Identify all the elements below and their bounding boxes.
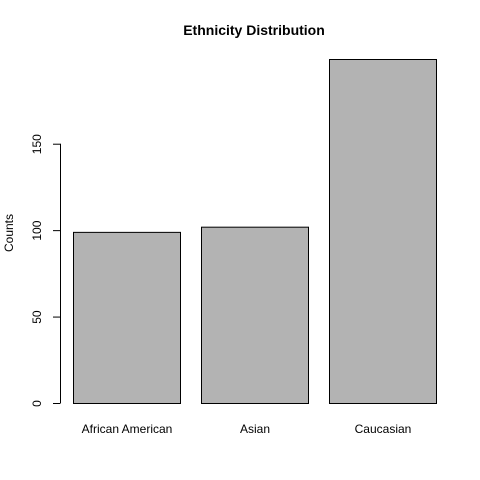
y-tick-label: 150 bbox=[30, 134, 44, 154]
y-tick-label: 50 bbox=[30, 310, 44, 324]
x-tick-label: Asian bbox=[240, 422, 270, 436]
x-tick-label: Caucasian bbox=[355, 422, 412, 436]
y-axis-label: Counts bbox=[2, 214, 16, 252]
bar-asian bbox=[201, 226, 309, 404]
y-tick-label: 100 bbox=[30, 220, 44, 240]
y-tick-label: 0 bbox=[30, 400, 44, 407]
x-tick-label: African American bbox=[82, 422, 173, 436]
bar-caucasian bbox=[329, 59, 437, 404]
x-axis-labels: African American Asian Caucasian bbox=[82, 422, 412, 436]
bars-group bbox=[73, 59, 437, 404]
bar-african-american bbox=[73, 231, 181, 404]
y-axis: 0 50 100 150 bbox=[30, 134, 61, 407]
chart-title: Ethnicity Distribution bbox=[183, 22, 325, 38]
